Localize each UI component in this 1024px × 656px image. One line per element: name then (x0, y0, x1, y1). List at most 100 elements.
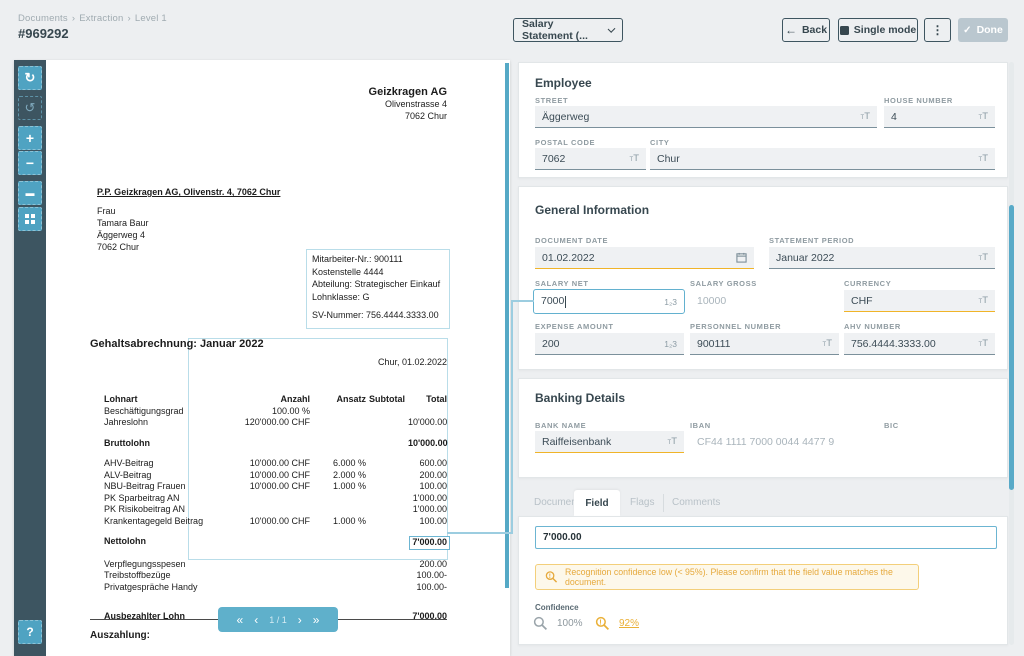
tab-flags[interactable]: Flags (630, 497, 655, 508)
field-connector-line (511, 300, 513, 534)
last-page-button[interactable] (313, 613, 320, 627)
field-connector-line (511, 300, 534, 302)
text-type-icon (668, 436, 677, 447)
employee-info-block: Mitarbeiter-Nr.: 900111 Kostenstelle 444… (312, 254, 441, 302)
svg-text:!: ! (549, 573, 551, 580)
salary-table: Lohnart Anzahl Ansatz Subtotal Total Bes… (104, 394, 450, 623)
banking-card-title: Banking Details (535, 391, 626, 405)
payout-label: Auszahlung: (90, 630, 150, 641)
bic-field[interactable] (884, 431, 995, 453)
banking-details-card: Banking Details BANK NAME Raiffeisenbank… (518, 378, 1008, 478)
panel-divider[interactable] (505, 63, 509, 588)
text-type-icon (979, 153, 988, 164)
sv-number-line: SV-Nummer: 756.4444.3333.00 (312, 310, 439, 320)
confidence-warning-banner: ! Recognition confidence low (< 95%). Pl… (535, 564, 919, 590)
table-row: Beschäftigungsgrad 100.00 % (104, 405, 310, 416)
salary-net-field[interactable]: 7000 (533, 289, 685, 314)
tab-document[interactable]: Document (534, 497, 580, 508)
text-type-icon (979, 295, 988, 306)
document-id: #969292 (18, 26, 69, 41)
previous-page-button[interactable] (254, 613, 258, 627)
salary-gross-field[interactable]: 10000 (697, 295, 727, 307)
document-page: Geizkragen AG Olivenstrasse 4 7062 Chur … (46, 60, 510, 656)
table-row: NBU-Beitrag Frauen 10'000.00 CHF 1.000 % 10… (104, 481, 447, 491)
table-row: ALV-Beitrag 10'000.00 CHF 2.000 % 200.00 (104, 469, 447, 480)
table-row: Jahreslohn 120'000.00 CHF 10'000.00 (104, 417, 448, 427)
text-type-icon (823, 338, 832, 349)
expense-amount-field[interactable]: 200 (535, 333, 684, 355)
employee-card-title: Employee (535, 76, 592, 90)
zoom-in-button[interactable] (18, 126, 42, 150)
breadcrumb-level1[interactable]: Level 1 (134, 13, 167, 24)
field-tab-card: 7'000.00 ! Recognition confidence low (<… (518, 516, 1008, 645)
single-mode-button[interactable]: Single mode (838, 18, 918, 42)
postal-code-field[interactable]: 7062 (535, 148, 646, 170)
fit-width-button[interactable] (18, 181, 42, 205)
personnel-number-field[interactable]: 900111 (690, 333, 839, 355)
nettolohn-highlight-box[interactable]: 7'000.00 (409, 536, 450, 550)
confidence-secondary-value[interactable]: 92% (619, 618, 640, 629)
field-connector-line (447, 532, 511, 534)
viewer-toolbar (14, 60, 46, 656)
confidence-primary-value: 100% (557, 618, 583, 629)
general-card-title: General Information (535, 203, 650, 217)
page-indicator: 1 / 1 (269, 614, 287, 625)
ocr-region-box (188, 338, 448, 560)
statement-date: Chur, 01.02.2022 (377, 357, 447, 367)
next-page-button[interactable] (298, 613, 302, 627)
document-type-select[interactable]: Salary Statement (... (513, 18, 623, 42)
table-row: Treibstoffbezüge 100.00- (104, 570, 447, 580)
rotate-counterclockwise-button[interactable] (18, 96, 42, 120)
zoom-out-button[interactable] (18, 151, 42, 175)
breadcrumb-extraction[interactable]: Extraction (79, 13, 124, 24)
panel-scrollbar-thumb[interactable] (1009, 205, 1014, 490)
document-viewer: Parashift Test Document Geizkragen AG Ol… (14, 60, 510, 656)
done-button[interactable]: Done (958, 18, 1008, 42)
tab-comments[interactable]: Comments (672, 497, 721, 508)
table-row: Verpflegungsspesen 200.00 (104, 558, 447, 569)
thumbnails-button[interactable] (18, 207, 42, 231)
street-field[interactable]: Äggerweg (535, 106, 877, 128)
table-row: PK Risikobeitrag AN 1'000.00 (104, 504, 447, 514)
table-row: PK Sparbeitrag AN 1'000.00 (104, 492, 447, 503)
letterhead: Geizkragen AG Olivenstrasse 4 7062 Chur (368, 86, 447, 121)
table-row-nettolohn: Nettolohn 7'000.00 (104, 536, 450, 550)
city-field[interactable]: Chur (650, 148, 995, 170)
field-value-input[interactable]: 7'000.00 (535, 526, 997, 549)
ahv-number-field[interactable]: 756.4444.3333.00 (844, 333, 995, 355)
sender-line: P.P. Geizkragen AG, Olivenstr. 4, 7062 C… (97, 187, 281, 197)
back-button[interactable]: Back (782, 18, 830, 42)
breadcrumb-documents[interactable]: Documents (18, 13, 68, 24)
iban-field[interactable]: CF44 1111 7000 0044 4477 9 (697, 436, 835, 448)
rotate-clockwise-button[interactable] (18, 66, 42, 90)
general-information-card: General Information DOCUMENT DATE 01.02.… (518, 186, 1008, 370)
first-page-button[interactable] (237, 613, 244, 627)
confidence-label: Confidence (535, 603, 579, 612)
employee-card: Employee STREET Äggerweg HOUSE NUMBER 4 … (518, 62, 1008, 178)
bank-name-field[interactable]: Raiffeisenbank (535, 431, 684, 453)
text-type-icon (979, 338, 988, 349)
single-mode-icon (839, 25, 849, 35)
tab-divider (663, 494, 664, 512)
text-type-icon (630, 153, 639, 164)
document-date-field[interactable]: 01.02.2022 (535, 247, 754, 269)
more-options-button[interactable] (924, 18, 951, 42)
table-header-row: Lohnart Anzahl Ansatz Subtotal Total (104, 394, 447, 404)
house-number-field[interactable]: 4 (884, 106, 995, 128)
help-button[interactable] (18, 620, 42, 644)
statement-title: Gehaltsabrechnung: Januar 2022 (90, 338, 264, 350)
text-type-icon (979, 252, 988, 263)
number-type-icon (664, 296, 677, 308)
page-navigation: 1 / 1 (218, 607, 338, 632)
currency-field[interactable]: CHF (844, 290, 995, 312)
text-caret (565, 295, 567, 308)
table-row-ausbezahlter-lohn: Ausbezahlter Lohn 7'000.00 (104, 611, 447, 621)
chevron-down-icon (607, 24, 616, 33)
grid-icon (25, 214, 29, 218)
tab-field[interactable]: Field (574, 490, 620, 516)
table-row: Privatgespräche Handy 100.00- (104, 581, 447, 592)
breadcrumb[interactable]: Documents › Extraction › Level 1 (18, 13, 167, 24)
statement-period-field[interactable]: Januar 2022 (769, 247, 995, 269)
text-type-icon (861, 111, 870, 122)
